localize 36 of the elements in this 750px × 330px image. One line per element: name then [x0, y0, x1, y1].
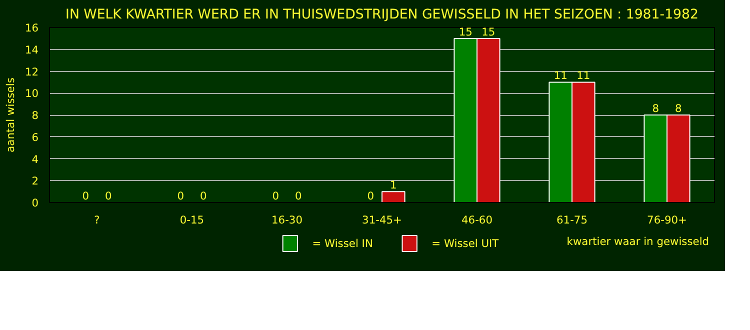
x-tick-label: ? [94, 214, 100, 226]
y-tick-label: 2 [32, 174, 38, 188]
data-label: 0 [272, 190, 280, 202]
data-label: 15 [458, 25, 472, 38]
x-axis-title: kwartier waar in gewisseld [566, 235, 710, 248]
y-axis-title: aantal wissels [4, 77, 17, 152]
data-label: 0 [200, 190, 208, 202]
x-tick-label: 16-30 [272, 214, 303, 226]
y-tick-label: 10 [24, 87, 39, 100]
data-label: 0 [105, 190, 112, 202]
data-label: 0 [82, 190, 90, 202]
x-tick-label: 46-60 [462, 214, 493, 226]
y-tick-label: 16 [24, 22, 39, 34]
data-label: 0 [295, 190, 302, 202]
y-tick-label: 0 [32, 196, 39, 210]
data-label: 1 [390, 178, 397, 192]
bar [382, 191, 406, 202]
data-label: 8 [675, 102, 682, 115]
x-tick-label: 61-75 [556, 214, 588, 226]
y-tick-label: 14 [24, 43, 39, 56]
data-label: 0 [177, 190, 184, 202]
data-label: 11 [576, 69, 590, 82]
y-tick-label: 4 [32, 152, 39, 166]
y-tick-label: 8 [32, 109, 39, 122]
chart-title: IN WELK KWARTIER WERD ER IN THUISWEDSTRIJDEN GEWISSELD IN HET SEIZOEN : 1981-1982 [66, 8, 698, 22]
y-tick-label: 6 [32, 130, 39, 144]
data-label: 11 [554, 69, 568, 82]
x-tick-label: 0-15 [180, 214, 204, 226]
legend-label: = Wissel IN [312, 237, 373, 250]
y-tick-label: 12 [24, 65, 39, 78]
data-label: 8 [652, 102, 660, 115]
x-tick-label: 76-90+ [647, 214, 687, 226]
data-label: 0 [367, 190, 374, 202]
legend-label: = Wissel UIT [432, 237, 500, 250]
data-label: 15 [482, 25, 496, 38]
x-tick-label: 31-45+ [362, 214, 402, 226]
